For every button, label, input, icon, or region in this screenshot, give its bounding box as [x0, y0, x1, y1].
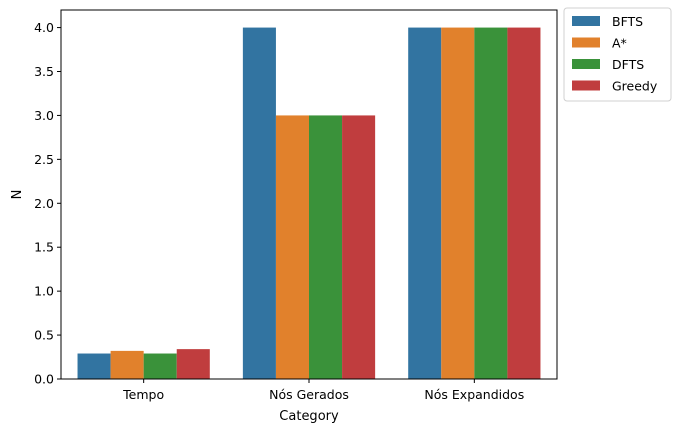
legend: BFTS A* DFTS Greedy: [563, 7, 672, 102]
legend-swatch-greedy: [572, 80, 600, 91]
bars-group: [77, 27, 541, 379]
y-tick-label-1: 0.5: [34, 328, 54, 343]
bar-a-0: [110, 350, 144, 379]
bar-dfts-0: [143, 353, 177, 379]
bar-dfts-2: [474, 27, 508, 379]
bar-a-1: [275, 115, 309, 379]
legend-label-greedy: Greedy: [612, 79, 658, 94]
bar-greedy-1: [342, 115, 376, 379]
bar-a-2: [441, 27, 475, 379]
plot-frame: [60, 9, 558, 380]
y-axis-label: N: [10, 190, 25, 200]
bar-bfts-0: [77, 353, 111, 379]
legend-label-bfts: BFTS: [612, 14, 643, 29]
y-tick-label-0: 0.0: [34, 372, 54, 387]
bar-greedy-0: [176, 349, 210, 379]
bar-greedy-2: [507, 27, 541, 379]
y-tick-label-8: 4.0: [34, 20, 54, 35]
y-tick-label-5: 2.5: [34, 152, 54, 167]
legend-swatch-bfts: [572, 16, 600, 26]
y-tick-label-2: 1.0: [34, 284, 54, 299]
bar-dfts-1: [309, 115, 343, 379]
y-tick-label-3: 1.5: [34, 240, 54, 255]
legend-swatch-dfts: [572, 59, 600, 69]
legend-label-a: A*: [612, 36, 627, 51]
y-axis: 0.0 0.5 1.0 1.5 2.0 2.5 3.0 3.5 4.0: [34, 20, 61, 387]
y-tick-label-7: 3.5: [34, 64, 54, 79]
bar-bfts-2: [408, 27, 442, 379]
legend-label-dfts: DFTS: [612, 57, 644, 72]
x-tick-label-0: Tempo: [122, 387, 164, 402]
bar-bfts-1: [242, 27, 276, 379]
y-tick-label-4: 2.0: [34, 196, 54, 211]
y-tick-label-6: 3.0: [34, 108, 54, 123]
x-tick-label-1: Nós Gerados: [269, 387, 349, 402]
x-axis: Tempo Nós Gerados Nós Expandidos: [122, 379, 524, 402]
x-tick-label-2: Nós Expandidos: [424, 387, 524, 402]
x-axis-label: Category: [279, 409, 339, 424]
legend-swatch-a: [572, 37, 600, 48]
legend-box: [563, 7, 672, 102]
